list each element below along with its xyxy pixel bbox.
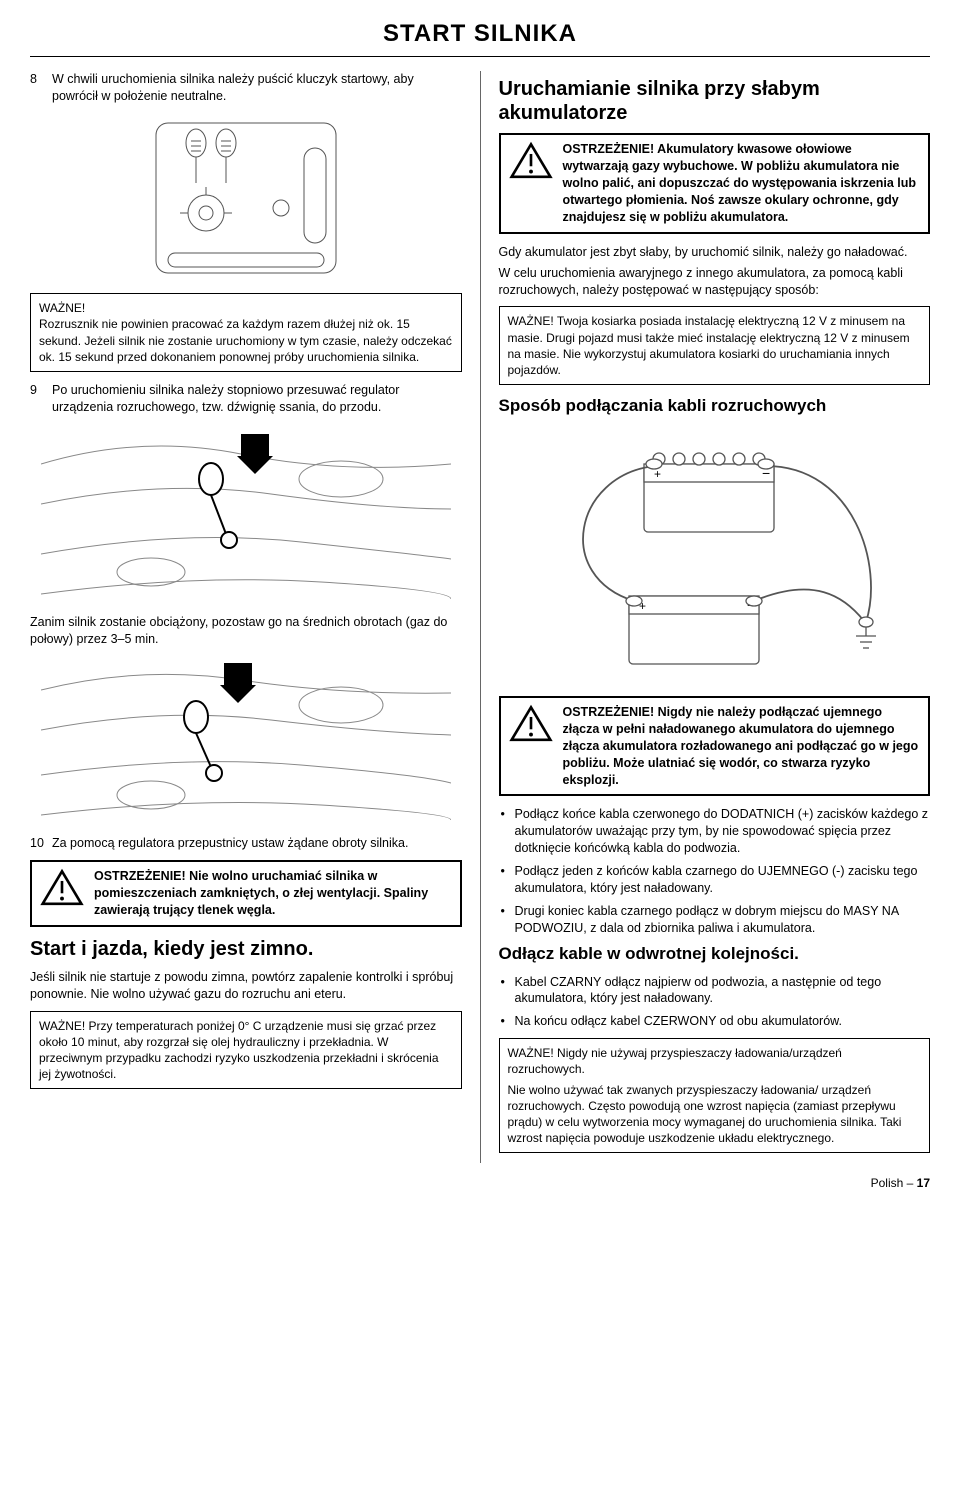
page-footer: Polish – 17 bbox=[30, 1175, 930, 1191]
warning-text: OSTRZEŻENIE! Akumulatory kwasowe ołowiow… bbox=[563, 141, 921, 225]
figure-choke bbox=[30, 424, 462, 604]
paragraph: Gdy akumulator jest zbyt słaby, by uruch… bbox=[499, 244, 931, 261]
figure-jumper-cables: + − + − bbox=[499, 426, 931, 686]
footer-page-number: 17 bbox=[917, 1176, 930, 1190]
heading-weak-battery: Uruchamianie silnika przy słabym akumula… bbox=[499, 77, 931, 125]
list-item: Na końcu odłącz kabel CZERWONY od obu ak… bbox=[499, 1013, 931, 1030]
paragraph-cold: Jeśli silnik nie startuje z powodu zimna… bbox=[30, 969, 462, 1003]
footer-sep: – bbox=[903, 1176, 916, 1190]
footer-language: Polish bbox=[871, 1176, 904, 1190]
step-10: 10 Za pomocą regulatora przepustnicy ust… bbox=[30, 835, 462, 852]
important-text: WAŻNE! Twoja kosiarka posiada instalację… bbox=[508, 314, 910, 377]
paragraph-warmup: Zanim silnik zostanie obciążony, pozosta… bbox=[30, 614, 462, 648]
step-text: Po uruchomieniu silnika należy stopniowo… bbox=[52, 382, 462, 416]
right-column: Uruchamianie silnika przy słabym akumula… bbox=[499, 71, 931, 1163]
list-item: Podłącz jeden z końców kabla czarnego do… bbox=[499, 863, 931, 897]
heading-cold-start: Start i jazda, kiedy jest zimno. bbox=[30, 937, 462, 961]
warning-icon bbox=[509, 704, 553, 744]
figure-key-panel bbox=[30, 113, 462, 283]
warning-text: OSTRZEŻENIE! Nigdy nie należy podłączać … bbox=[563, 704, 921, 788]
heading-disconnect: Odłącz kable w odwrotnej kolejności. bbox=[499, 943, 931, 966]
important-box-3: WAŻNE! Twoja kosiarka posiada instalację… bbox=[499, 306, 931, 385]
important-box-2: WAŻNE! Przy temperaturach poniżej 0° C u… bbox=[30, 1011, 462, 1090]
important-text: Nie wolno używać tak zwanych przyspiesza… bbox=[508, 1082, 922, 1147]
warning-box-hydrogen: OSTRZEŻENIE! Nigdy nie należy podłączać … bbox=[499, 696, 931, 796]
warning-box-battery-gas: OSTRZEŻENIE! Akumulatory kwasowe ołowiow… bbox=[499, 133, 931, 233]
important-label: WAŻNE! bbox=[39, 300, 453, 316]
heading-connect-cables: Sposób podłączania kabli rozruchowych bbox=[499, 395, 931, 418]
warning-icon bbox=[40, 868, 84, 908]
list-item: Kabel CZARNY odłącz najpierw od podwozia… bbox=[499, 974, 931, 1008]
column-divider bbox=[480, 71, 481, 1163]
step-9: 9 Po uruchomieniu silnika należy stopnio… bbox=[30, 382, 462, 416]
step-text: Za pomocą regulatora przepustnicy ustaw … bbox=[52, 835, 462, 852]
bullet-list-connect: Podłącz końce kabla czerwonego do DODATN… bbox=[499, 806, 931, 936]
important-text: WAŻNE! Przy temperaturach poniżej 0° C u… bbox=[39, 1019, 439, 1082]
important-box-1: WAŻNE! Rozrusznik nie powinien pracować … bbox=[30, 293, 462, 372]
paragraph: W celu uruchomienia awaryjnego z innego … bbox=[499, 265, 931, 299]
list-item: Podłącz końce kabla czerwonego do DODATN… bbox=[499, 806, 931, 857]
list-item: Drugi koniec kabla czarnego podłącz w do… bbox=[499, 903, 931, 937]
step-8: 8 W chwili uruchomienia silnika należy p… bbox=[30, 71, 462, 105]
important-box-4: WAŻNE! Nigdy nie używaj przyspieszaczy ł… bbox=[499, 1038, 931, 1153]
warning-box-exhaust: OSTRZEŻENIE! Nie wolno uruchamiać silnik… bbox=[30, 860, 462, 927]
step-number: 9 bbox=[30, 382, 44, 416]
warning-icon bbox=[509, 141, 553, 181]
warning-text: OSTRZEŻENIE! Nie wolno uruchamiać silnik… bbox=[94, 868, 452, 919]
important-text: Rozrusznik nie powinien pracować za każd… bbox=[39, 316, 453, 365]
columns: 8 W chwili uruchomienia silnika należy p… bbox=[30, 71, 930, 1163]
bullet-list-disconnect: Kabel CZARNY odłącz najpierw od podwozia… bbox=[499, 974, 931, 1031]
step-number: 10 bbox=[30, 835, 44, 852]
step-text: W chwili uruchomienia silnika należy puś… bbox=[52, 71, 462, 105]
figure-throttle bbox=[30, 655, 462, 825]
important-text: WAŻNE! Nigdy nie używaj przyspieszaczy ł… bbox=[508, 1045, 922, 1077]
step-number: 8 bbox=[30, 71, 44, 105]
page-title: START SILNIKA bbox=[30, 18, 930, 57]
left-column: 8 W chwili uruchomienia silnika należy p… bbox=[30, 71, 462, 1163]
